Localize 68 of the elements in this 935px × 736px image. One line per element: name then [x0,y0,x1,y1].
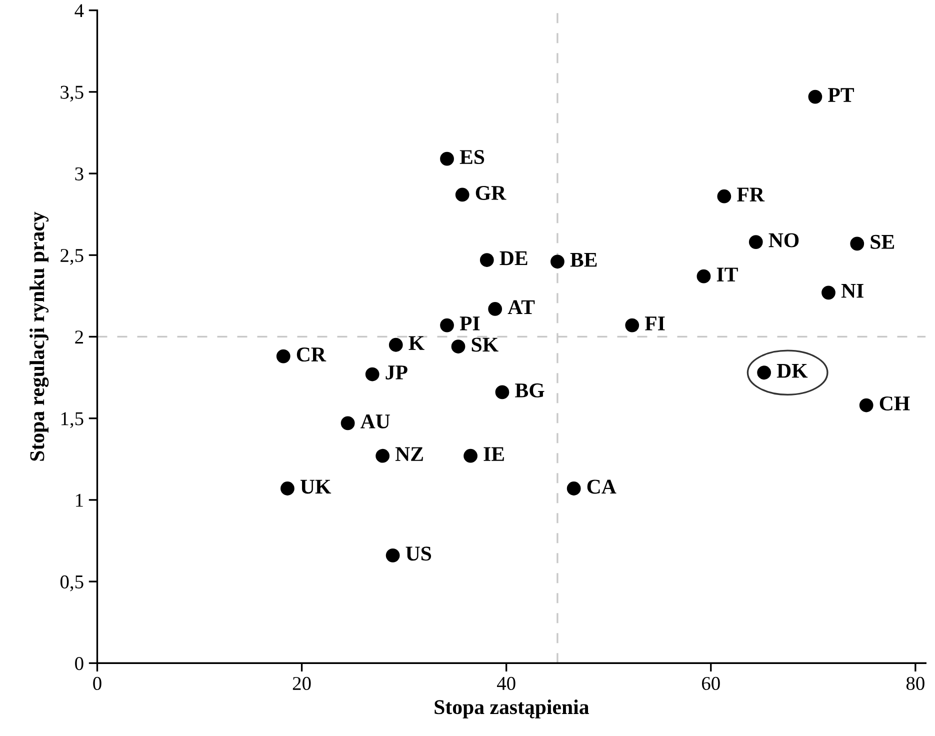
point [388,338,403,352]
point [365,367,380,382]
x-tick-label: 60 [702,676,720,690]
annotation: DE [500,251,528,266]
annotation: CR [296,348,326,362]
annotation: K [408,336,424,350]
point [480,253,494,267]
annotation: GR [476,186,506,200]
annotation: SK [472,338,498,352]
x-tick-label: 40 [496,676,516,690]
point [550,254,564,269]
annotation: IT [716,268,738,282]
annotation: SE [870,234,894,249]
point [748,235,763,250]
point [850,236,864,251]
annotation: BG [515,383,544,398]
annotation: PI [460,316,480,330]
point [464,448,478,463]
annotation: NZ [395,447,423,461]
y-tick-label: 0,5 [60,575,84,592]
annotation: CA [587,480,616,494]
point [696,269,711,284]
point [386,548,400,562]
point [859,398,874,412]
annotation: AT [508,300,535,314]
point [440,152,454,166]
annotation: JP [386,366,408,380]
point [440,318,454,332]
y-tick-label: 1 [76,494,83,507]
point [488,302,502,316]
point [757,366,772,380]
annotation: AU [360,414,390,428]
annotation: DK [776,364,808,378]
y-tick-label: 1,5 [61,412,84,428]
x-axis-title: Stopa zastąpienia [434,700,589,718]
annotation: NO [768,233,799,248]
point [822,286,836,300]
x-tick-label: 0 [93,676,102,690]
y-tick-label: 4 [74,4,84,18]
point [717,189,732,204]
point [495,385,510,400]
annotation: UK [300,480,332,494]
point [455,188,470,202]
annotation: FR [737,188,765,202]
point [808,90,822,104]
y-tick-label: 3,5 [60,86,84,102]
annotation: PT [828,88,854,102]
point [376,448,390,463]
x-tick-label: 20 [292,676,311,690]
x-tick-label: 80 [906,676,924,690]
point [280,482,294,496]
annotation: US [406,546,432,561]
annotation: CH [880,396,910,410]
point [276,349,290,364]
annotation: ES [460,150,484,164]
y-tick-label: 2,5 [60,248,84,265]
point [625,318,640,332]
y-tick-label: 2 [75,330,83,344]
annotation: FI [644,316,665,330]
y-axis-title: Stopa regulacji rynku pracy [30,212,49,461]
point [566,482,581,496]
annotation: BE [570,253,597,267]
y-tick-label: 3 [75,167,84,180]
point [340,416,355,430]
point [451,340,466,354]
annotation: NI [841,284,864,298]
annotation: IE [484,447,504,461]
y-tick-label: 0 [75,656,84,670]
